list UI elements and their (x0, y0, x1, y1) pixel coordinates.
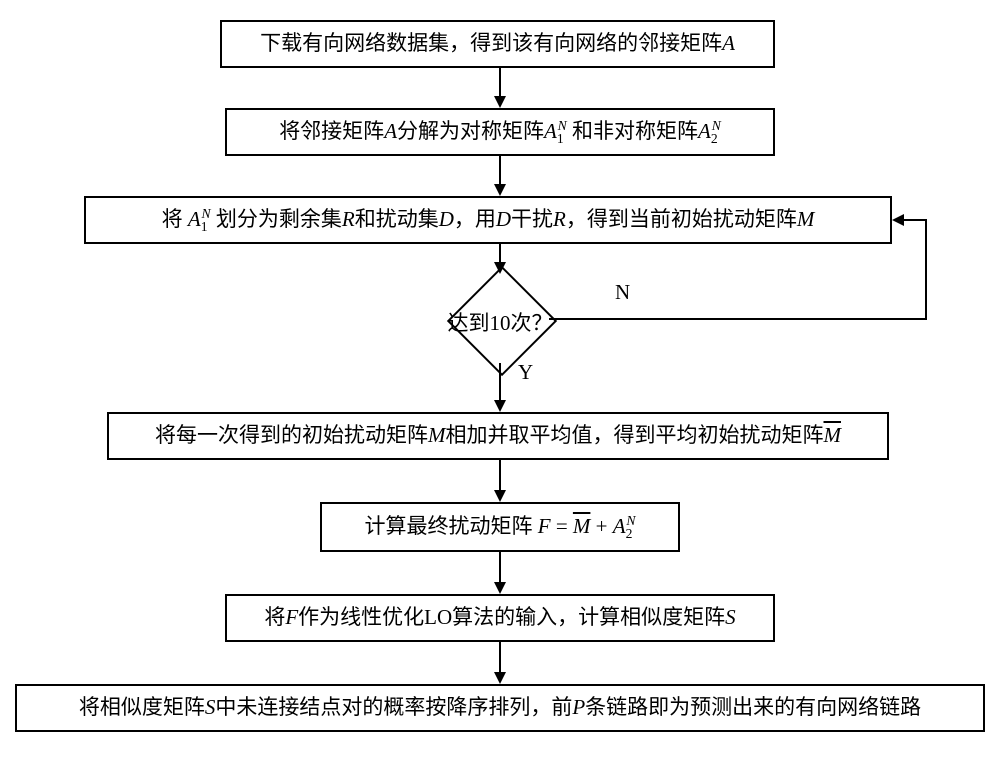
process-box-4: 将每一次得到的初始扰动矩阵M相加并取平均值，得到平均初始扰动矩阵M (107, 412, 889, 460)
arrow-head-1 (494, 96, 506, 108)
text-n7: 将相似度矩阵S中未连接结点对的概率按降序排列，前P条链路即为预测出来的有向网络链… (79, 694, 921, 721)
text-n3: 将 A1N 划分为剩余集R和扰动集D，用D干扰R，得到当前初始扰动矩阵M (162, 205, 815, 236)
text-n5: 计算最终扰动矩阵 F = M + A2N (364, 512, 635, 543)
process-box-7: 将相似度矩阵S中未连接结点对的概率按降序排列，前P条链路即为预测出来的有向网络链… (15, 684, 985, 732)
arrow-head-8 (494, 672, 506, 684)
edge-4a (549, 318, 927, 320)
edge-6 (499, 460, 501, 492)
edge-1 (499, 68, 501, 98)
process-box-5: 计算最终扰动矩阵 F = M + A2N (320, 502, 680, 552)
decision-text: 达到10次？ (443, 307, 557, 337)
text-n1: 下载有向网络数据集，得到该有向网络的邻接矩阵A (260, 30, 735, 57)
process-box-6: 将F作为线性优化LO算法的输入，计算相似度矩阵S (225, 594, 775, 642)
branch-label-yes: Y (518, 360, 533, 385)
arrow-head-2 (494, 184, 506, 196)
edge-4b (925, 220, 927, 320)
edge-7 (499, 552, 501, 584)
edge-4c (904, 219, 927, 221)
arrow-head-5 (494, 400, 506, 412)
text-n4: 将每一次得到的初始扰动矩阵M相加并取平均值，得到平均初始扰动矩阵M (155, 422, 841, 449)
edge-5 (499, 363, 501, 403)
arrow-head-3 (494, 262, 506, 274)
arrow-head-6 (494, 490, 506, 502)
arrow-head-7 (494, 582, 506, 594)
process-box-3: 将 A1N 划分为剩余集R和扰动集D，用D干扰R，得到当前初始扰动矩阵M (84, 196, 892, 244)
branch-label-no: N (615, 280, 630, 305)
text-n2: 将邻接矩阵A分解为对称矩阵A1N 和非对称矩阵A2N (279, 117, 721, 148)
edge-8 (499, 642, 501, 674)
process-box-1: 下载有向网络数据集，得到该有向网络的邻接矩阵A (220, 20, 775, 68)
text-n6: 将F作为线性优化LO算法的输入，计算相似度矩阵S (264, 604, 735, 631)
process-box-2: 将邻接矩阵A分解为对称矩阵A1N 和非对称矩阵A2N (225, 108, 775, 156)
edge-3 (499, 244, 501, 264)
arrow-head-4 (892, 214, 904, 226)
edge-2 (499, 156, 501, 186)
